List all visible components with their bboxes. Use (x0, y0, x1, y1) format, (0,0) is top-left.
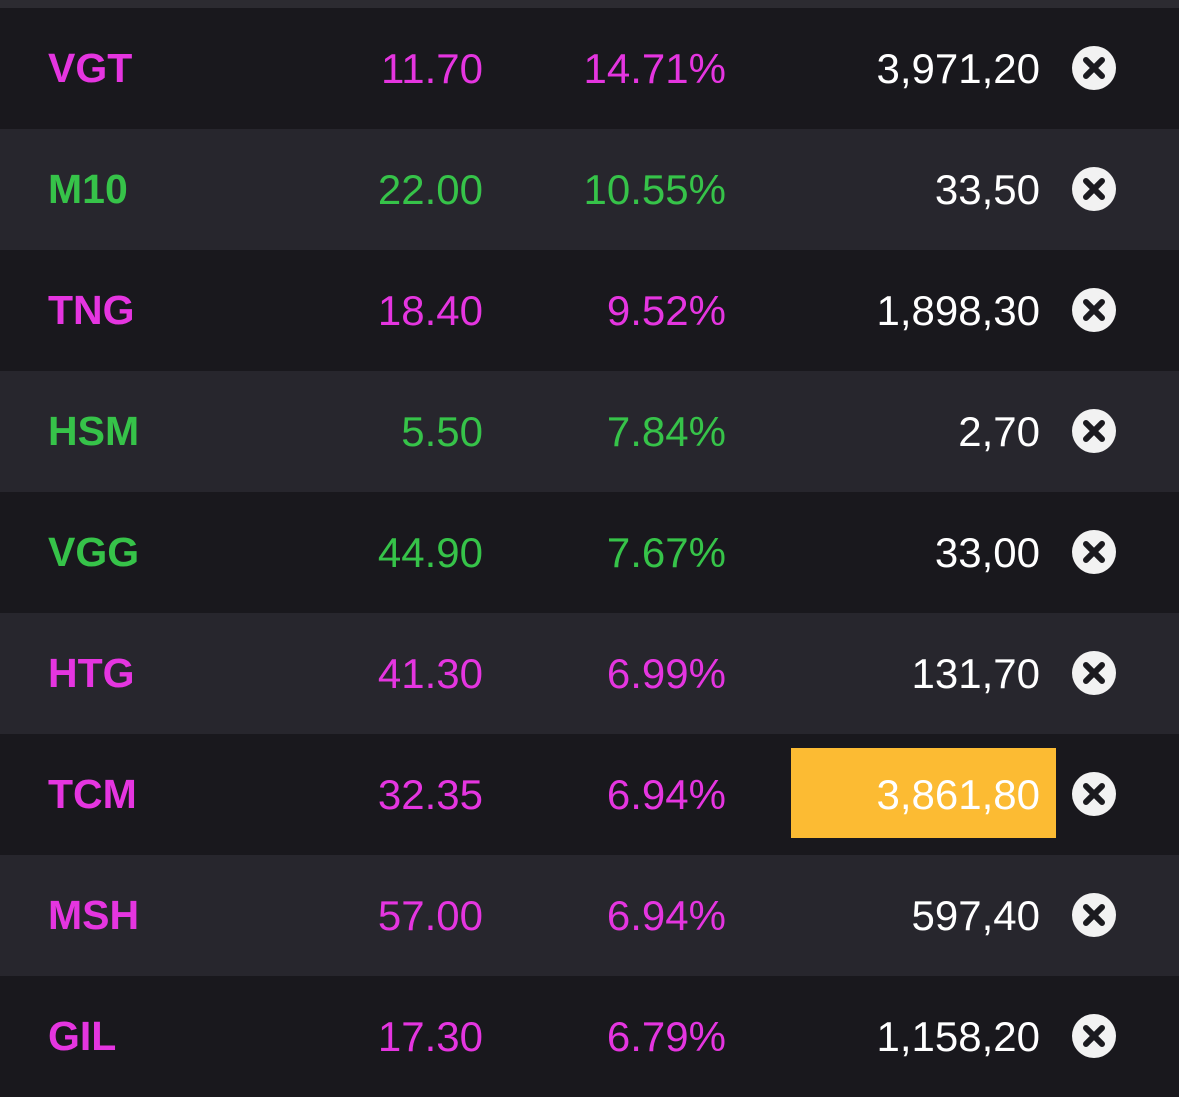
stock-change-percent: 10.55% (583, 166, 726, 213)
stock-row[interactable]: VGT 11.70 14.71% 3,971,20 (0, 8, 1179, 129)
stock-symbol: MSH (48, 892, 140, 938)
stock-volume: 33,00 (934, 529, 1040, 576)
close-circle-icon (1083, 1025, 1105, 1047)
remove-stock-button[interactable] (1072, 651, 1116, 695)
stock-volume: 33,50 (934, 166, 1040, 213)
stock-change-percent: 6.94% (606, 892, 726, 939)
stock-symbol: VGT (48, 45, 133, 91)
close-circle-icon (1083, 178, 1105, 200)
close-circle-icon (1083, 904, 1105, 926)
stock-row[interactable]: GIL 17.30 6.79% 1,158,20 (0, 976, 1179, 1097)
stock-change-percent: 9.52% (606, 287, 726, 334)
stock-change-percent: 14.71% (583, 45, 726, 92)
close-circle-icon (1083, 299, 1105, 321)
remove-stock-button[interactable] (1072, 772, 1116, 816)
stock-volume: 131,70 (911, 650, 1040, 697)
stock-volume: 597,40 (911, 892, 1040, 939)
stock-symbol: GIL (48, 1013, 117, 1059)
close-circle-icon (1083, 420, 1105, 442)
volume-highlight (791, 748, 1056, 838)
stock-price: 32.35 (377, 771, 483, 818)
stock-price: 22.00 (377, 166, 483, 213)
stock-price: 44.90 (377, 529, 483, 576)
stock-change-percent: 6.79% (606, 1013, 726, 1060)
stock-row[interactable]: TNG 18.40 9.52% 1,898,30 (0, 250, 1179, 371)
stock-row[interactable]: HTG 41.30 6.99% 131,70 (0, 613, 1179, 734)
remove-stock-button[interactable] (1072, 167, 1116, 211)
stock-volume: 1,158,20 (876, 1013, 1041, 1060)
stock-price: 41.30 (377, 650, 483, 697)
list-top-edge (0, 0, 1179, 8)
remove-stock-button[interactable] (1072, 46, 1116, 90)
stock-symbol: TCM (48, 771, 137, 817)
stock-price: 17.30 (377, 1013, 483, 1060)
stock-symbol: HTG (48, 650, 135, 696)
stock-change-percent: 7.67% (606, 529, 726, 576)
remove-stock-button[interactable] (1072, 288, 1116, 332)
stock-row[interactable]: M10 22.00 10.55% 33,50 (0, 129, 1179, 250)
close-circle-icon (1083, 541, 1105, 563)
stock-row[interactable]: TCM 32.35 6.94% 3,861,80 (0, 734, 1179, 855)
close-circle-icon (1083, 783, 1105, 805)
stock-volume: 1,898,30 (876, 287, 1041, 334)
stock-symbol: VGG (48, 529, 140, 575)
stock-change-percent: 6.94% (606, 771, 726, 818)
stock-symbol: HSM (48, 408, 140, 454)
watchlist: VGT 11.70 14.71% 3,971,20 M10 22.00 10.5… (0, 8, 1179, 1097)
stock-volume: 3,861,80 (876, 771, 1041, 818)
stock-row[interactable]: HSM 5.50 7.84% 2,70 (0, 371, 1179, 492)
stock-change-percent: 7.84% (606, 408, 726, 455)
stock-change-percent: 6.99% (606, 650, 726, 697)
stock-price: 18.40 (377, 287, 483, 334)
close-circle-icon (1083, 662, 1105, 684)
stock-price: 57.00 (377, 892, 483, 939)
stock-volume: 3,971,20 (876, 45, 1041, 92)
stock-row[interactable]: MSH 57.00 6.94% 597,40 (0, 855, 1179, 976)
stock-price: 5.50 (401, 408, 483, 455)
stock-volume: 2,70 (958, 408, 1040, 455)
remove-stock-button[interactable] (1072, 409, 1116, 453)
stock-symbol: TNG (48, 287, 135, 333)
remove-stock-button[interactable] (1072, 893, 1116, 937)
close-circle-icon (1083, 57, 1105, 79)
stock-price: 11.70 (381, 45, 483, 92)
remove-stock-button[interactable] (1072, 530, 1116, 574)
remove-stock-button[interactable] (1072, 1014, 1116, 1058)
stock-symbol: M10 (48, 166, 128, 212)
stock-row[interactable]: VGG 44.90 7.67% 33,00 (0, 492, 1179, 613)
